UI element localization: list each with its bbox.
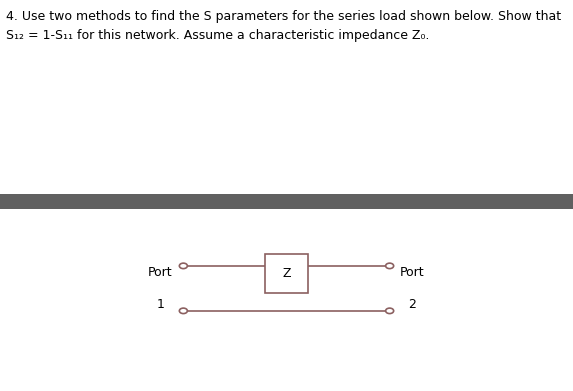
FancyBboxPatch shape	[265, 254, 308, 293]
Text: S₁₂ = 1-S₁₁ for this network. Assume a characteristic impedance Z₀.: S₁₂ = 1-S₁₁ for this network. Assume a c…	[6, 29, 429, 42]
Text: Port: Port	[401, 265, 425, 278]
Text: 1: 1	[156, 298, 164, 311]
Text: 4. Use two methods to find the S parameters for the series load shown below. Sho: 4. Use two methods to find the S paramet…	[6, 10, 561, 23]
Bar	[0, 194, 573, 209]
Text: Z: Z	[282, 267, 291, 280]
Text: Port: Port	[148, 265, 172, 278]
Text: 2: 2	[409, 298, 417, 311]
